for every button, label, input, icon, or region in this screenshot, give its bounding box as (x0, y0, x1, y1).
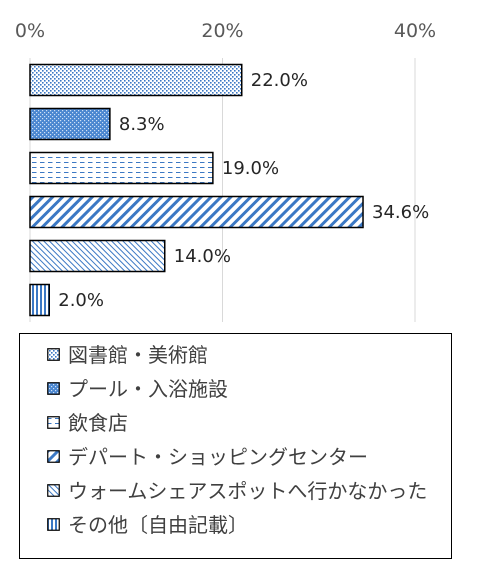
legend-label: デパート・ショッピングセンター (68, 445, 368, 469)
data-label: 8.3% (119, 114, 165, 135)
data-label: 19.0% (222, 158, 279, 179)
legend-label: 飲食店 (68, 411, 128, 435)
bar-chart: 0% 20% 40% 22.0% 8.3% 19.0% 34.6% 14.0% 2.0% (15, 20, 436, 322)
legend-swatch (47, 518, 60, 531)
data-label: 22.0% (251, 70, 308, 91)
legend-label: 図書館・美術館 (68, 343, 208, 367)
data-label: 2.0% (58, 290, 104, 311)
bar-3 (29, 151, 214, 185)
data-label: 34.6% (372, 202, 429, 223)
legend: 図書館・美術館 プール・入浴施設 飲食店デパート・ショッピングセンターウォームシェア… (19, 333, 452, 559)
bar-2 (29, 107, 111, 141)
legend-item: プール・入浴施設 (47, 376, 443, 402)
legend-label: ウォームシェアスポットへ行かなかった (68, 479, 428, 503)
x-tick-label: 20% (201, 20, 243, 42)
bar-5 (29, 239, 166, 273)
legend-item: 図書館・美術館 (47, 342, 443, 368)
gridlines (29, 58, 416, 322)
bar-1 (29, 63, 243, 97)
legend-swatch (47, 348, 60, 361)
bar-6 (29, 283, 50, 317)
x-axis-ticks: 0% 20% 40% (15, 20, 436, 42)
legend-item: その他〔自由記載〕 (47, 512, 443, 538)
data-labels: 22.0% 8.3% 19.0% 34.6% 14.0% 2.0% (58, 70, 429, 311)
legend-item: デパート・ショッピングセンター (47, 444, 443, 470)
legend-item: 飲食店 (47, 410, 443, 436)
bars (29, 63, 364, 317)
legend-swatch (47, 484, 60, 497)
legend-swatch (47, 382, 60, 395)
bar-4 (29, 195, 364, 229)
legend-label: その他〔自由記載〕 (68, 513, 248, 537)
legend-label: プール・入浴施設 (68, 377, 228, 401)
data-label: 14.0% (174, 246, 231, 267)
legend-swatch (47, 416, 60, 429)
legend-swatch (47, 450, 60, 463)
x-tick-label: 0% (15, 20, 45, 42)
x-tick-label: 40% (394, 20, 436, 42)
legend-item: ウォームシェアスポットへ行かなかった (47, 478, 443, 504)
